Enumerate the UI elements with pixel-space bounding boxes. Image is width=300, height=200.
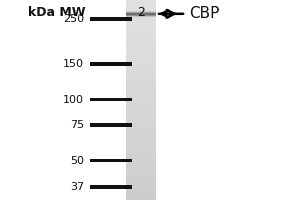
Bar (90, 159, 132, 162)
Text: 100: 100 (63, 95, 84, 105)
Text: 250: 250 (63, 14, 84, 24)
Bar (90, 98, 132, 101)
Text: 50: 50 (70, 156, 84, 166)
Text: CBP: CBP (189, 6, 219, 21)
Bar (90, 17, 132, 21)
Text: kDa MW: kDa MW (28, 6, 86, 19)
Text: 150: 150 (63, 59, 84, 69)
Text: 2: 2 (137, 6, 145, 19)
Bar (90, 62, 132, 66)
Bar (90, 185, 132, 189)
Bar (90, 123, 132, 127)
Text: 75: 75 (70, 120, 84, 130)
Text: 37: 37 (70, 182, 84, 192)
